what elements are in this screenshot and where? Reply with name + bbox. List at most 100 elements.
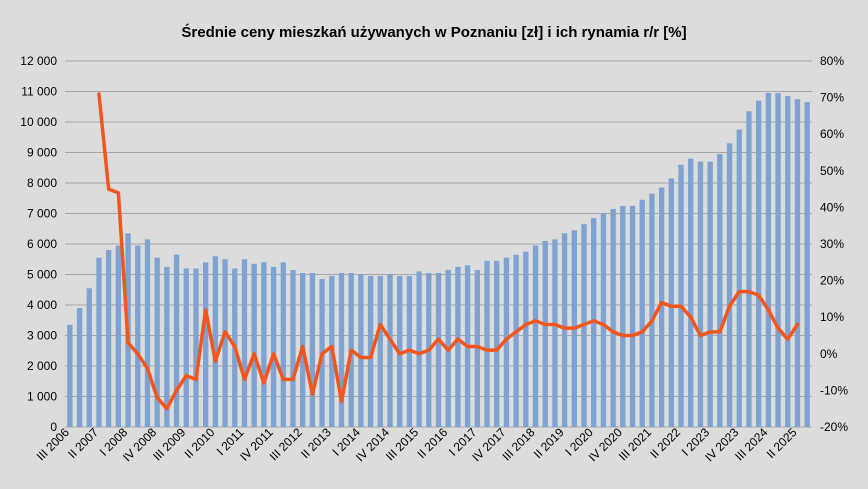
y-tick-label: 4 000 <box>27 298 57 312</box>
bar <box>697 161 704 427</box>
y-tick-label: 9 000 <box>27 146 57 160</box>
bar <box>280 262 286 427</box>
bar <box>222 259 228 427</box>
y-tick-label: 10 000 <box>20 115 57 129</box>
bar <box>377 276 383 427</box>
bar <box>513 254 519 427</box>
bar <box>309 272 316 427</box>
bar <box>523 251 529 428</box>
bar <box>135 245 141 427</box>
bar <box>678 164 684 427</box>
x-tick-label: III 2012 <box>267 425 305 463</box>
line-series <box>97 92 800 411</box>
bar <box>717 154 723 427</box>
y2-tick-label: 20% <box>820 274 844 288</box>
x-tick-label: IV 2008 <box>120 425 159 464</box>
bar <box>270 266 277 428</box>
bar <box>785 96 791 427</box>
y-tick-label: 12 000 <box>20 54 57 68</box>
y-axis-right: -20% -10% 0% 10% 20% 30% 40% 50% 60% 70% 80% <box>820 54 848 434</box>
bar <box>358 274 364 427</box>
y-axis-left: 0 1 000 2 000 3 000 4 000 5 000 6 000 7 000 8 00… <box>20 54 57 434</box>
y-tick-label: 0 <box>50 420 57 434</box>
bar <box>173 254 180 427</box>
bar <box>561 233 568 427</box>
y-tick-label: 3 000 <box>27 329 57 343</box>
y-tick-label: 2 000 <box>27 359 57 373</box>
y-tick-label: 11 000 <box>21 85 57 99</box>
bar <box>726 143 733 427</box>
bar <box>765 93 772 427</box>
y2-tick-label: 70% <box>820 91 844 105</box>
bar <box>775 93 781 427</box>
x-tick-label: II 2022 <box>647 425 683 461</box>
bar <box>241 259 248 427</box>
bar <box>503 257 510 427</box>
x-tick-label: IV 2017 <box>469 425 508 464</box>
bar <box>251 263 257 427</box>
x-tick-label: II 2013 <box>298 425 334 461</box>
bar <box>144 239 151 427</box>
bar <box>435 272 442 427</box>
y2-tick-label: 30% <box>820 237 844 251</box>
bar <box>290 269 296 427</box>
bar <box>76 308 83 427</box>
bar <box>736 129 742 428</box>
bar <box>86 288 92 427</box>
bar <box>794 99 801 428</box>
bar <box>154 257 160 427</box>
bar <box>67 324 73 427</box>
x-tick-label: IV 2020 <box>586 425 625 464</box>
bar <box>620 205 626 428</box>
bar <box>755 100 762 428</box>
x-tick-label: III 2024 <box>732 425 770 463</box>
bar <box>610 208 616 427</box>
x-tick-label: III 2015 <box>383 425 421 463</box>
bar <box>474 269 480 427</box>
y-tick-label: 6 000 <box>27 237 57 251</box>
bar <box>455 266 461 428</box>
bar-series <box>67 93 810 428</box>
y-tick-label: 8 000 <box>27 176 57 190</box>
y-tick-label: 7 000 <box>27 207 57 221</box>
bar <box>338 272 345 427</box>
bar <box>96 257 102 427</box>
bar <box>639 199 645 427</box>
y2-tick-label: 0% <box>820 347 838 361</box>
bar <box>484 260 490 427</box>
x-tick-label: IV 2014 <box>353 425 392 464</box>
bar <box>105 250 112 427</box>
yoy-change-line <box>97 92 800 411</box>
bar <box>212 256 219 427</box>
y2-tick-label: -20% <box>820 420 848 434</box>
bar <box>115 245 122 427</box>
bar <box>387 274 393 427</box>
bar <box>649 193 655 427</box>
bar <box>416 271 422 427</box>
y2-tick-label: 80% <box>820 54 844 68</box>
bar <box>552 239 558 427</box>
bar <box>183 268 189 427</box>
y2-tick-label: -10% <box>820 383 848 397</box>
x-tick-label: IV 2023 <box>702 425 741 464</box>
bar <box>688 158 694 427</box>
chart-title: Średnie ceny mieszkań używanych w Poznan… <box>181 23 686 41</box>
bar <box>707 161 713 427</box>
x-tick-label: II 2016 <box>414 425 450 461</box>
bar <box>746 111 752 427</box>
bar <box>804 102 810 428</box>
x-tick-label: II 2025 <box>764 425 800 461</box>
x-tick-label: III 2018 <box>499 425 537 463</box>
y2-tick-label: 40% <box>820 200 844 214</box>
x-tick-label: III 2021 <box>616 425 654 463</box>
bar <box>193 268 199 427</box>
x-tick-label: II 2010 <box>182 425 218 461</box>
bar <box>629 205 636 428</box>
y-tick-label: 5 000 <box>27 268 57 282</box>
bar <box>668 178 674 427</box>
y-tick-label: 1 000 <box>27 390 57 404</box>
bar <box>658 187 665 427</box>
